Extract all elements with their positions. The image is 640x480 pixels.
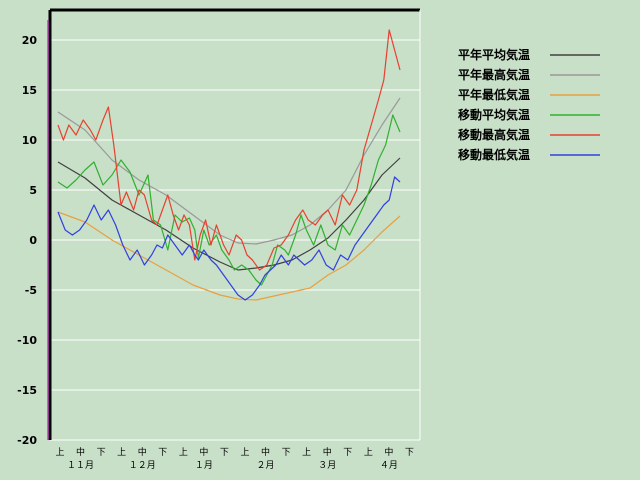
legend-label-5: 移動最低気温 [458, 147, 530, 162]
x-period-label: 上 [364, 447, 373, 458]
legend-label-2: 平年最低気温 [458, 87, 530, 102]
series-line-2 [57, 211, 401, 301]
x-period-label: 下 [97, 448, 106, 458]
x-period-label: 上 [179, 447, 188, 458]
x-axis: 上中下上中下上中下上中下上中下上中下１１月 １２月 １月 ２月 ３月 ４月 [55, 446, 413, 471]
series-line-5 [57, 176, 401, 301]
x-period-label: 中 [76, 446, 85, 458]
x-month-label: ２月 [257, 460, 275, 471]
x-period-label: 上 [240, 447, 249, 458]
y-tick-label: 10 [22, 134, 38, 147]
x-period-label: 下 [405, 448, 414, 458]
x-period-label: 中 [199, 446, 208, 458]
y-tick-label: -20 [17, 434, 37, 447]
series-line-4 [57, 29, 401, 271]
x-period-label: 上 [55, 447, 64, 458]
x-month-label: ３月 [318, 460, 336, 471]
x-period-label: 中 [323, 446, 332, 458]
x-month-label: １月 [195, 460, 213, 471]
x-period-label: 下 [343, 448, 352, 458]
series-group [57, 29, 401, 301]
x-month-label: ４月 [380, 460, 398, 471]
series-line-1 [57, 97, 401, 245]
plot-frame [47, 8, 421, 441]
x-period-label: 下 [220, 448, 229, 458]
y-tick-label: 5 [29, 184, 37, 197]
x-month-label: １１月 [67, 460, 94, 471]
y-tick-label: 20 [22, 34, 38, 47]
x-period-label: 中 [261, 446, 270, 458]
x-period-label: 中 [384, 446, 393, 458]
x-period-label: 上 [302, 447, 311, 458]
x-period-label: 下 [158, 448, 167, 458]
x-period-label: 下 [282, 448, 291, 458]
y-tick-label: 15 [22, 84, 37, 97]
y-axis: 20 15 10 5 0 -5 -10 -15 -20 [17, 34, 37, 447]
legend-label-0: 平年平均気温 [458, 47, 530, 62]
y-tick-label: -5 [25, 284, 37, 297]
y-tick-label: -15 [17, 384, 37, 397]
x-period-label: 上 [117, 447, 126, 458]
legend-label-1: 平年最高気温 [458, 67, 530, 82]
series-line-0 [57, 157, 401, 271]
series-line-3 [57, 114, 401, 286]
x-month-label: １２月 [129, 460, 156, 471]
y-tick-label: 0 [29, 234, 37, 247]
legend-label-4: 移動最高気温 [458, 127, 530, 142]
x-period-label: 中 [138, 446, 147, 458]
legend-label-3: 移動平均気温 [458, 107, 530, 122]
y-tick-label: -10 [17, 334, 37, 347]
